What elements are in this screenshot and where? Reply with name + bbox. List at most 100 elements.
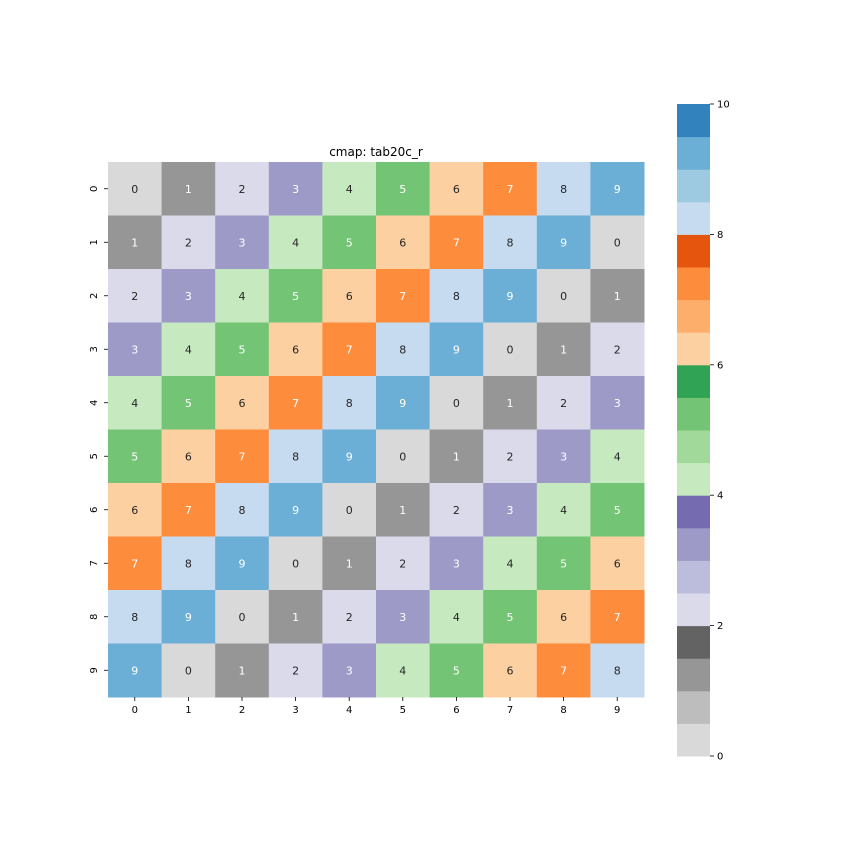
heatmap-cell [268, 376, 323, 430]
cell-label: 5 [614, 504, 621, 517]
cell-label: 1 [614, 290, 621, 303]
cell-label: 5 [292, 290, 299, 303]
cell-label: 4 [185, 343, 192, 356]
cell-label: 3 [560, 450, 567, 463]
heatmap-cell [268, 162, 323, 216]
cell-label: 7 [507, 183, 514, 196]
colorbar-tick-label: 4 [717, 491, 723, 502]
x-tick-label: 0 [132, 705, 138, 716]
colorbar-segment [677, 267, 710, 301]
heatmap-cell [483, 590, 538, 644]
heatmap-cell [483, 162, 538, 216]
cell-label: 8 [239, 504, 246, 517]
cell-label: 8 [399, 343, 406, 356]
heatmap-cell [268, 429, 323, 484]
y-tick-label: 6 [89, 507, 100, 513]
heatmap-cell [322, 483, 377, 537]
heatmap-cell [376, 269, 431, 323]
x-tick-label: 5 [400, 705, 406, 716]
chart-title: cmap: tab20c_r [329, 145, 423, 159]
heatmap-cell [429, 215, 484, 270]
heatmap-cell [215, 429, 270, 484]
colorbar-segment [677, 690, 710, 724]
heatmap-cell [376, 643, 431, 698]
colorbar-segment [677, 462, 710, 496]
colorbar-segment [677, 625, 710, 659]
cell-label: 6 [507, 664, 514, 677]
cell-label: 6 [614, 557, 621, 570]
heatmap-cell [108, 590, 163, 644]
heatmap-cell [161, 376, 216, 430]
heatmap-cell [376, 483, 431, 537]
cell-label: 0 [239, 611, 246, 624]
cell-label: 9 [239, 557, 246, 570]
heatmap-cell [376, 322, 431, 377]
heatmap-cell [268, 483, 323, 537]
y-tick-label: 4 [89, 400, 100, 406]
colorbar-segment [677, 299, 710, 333]
cell-label: 5 [239, 343, 246, 356]
colorbar-segment [677, 397, 710, 431]
heatmap-cell [322, 322, 377, 377]
cell-label: 1 [131, 236, 138, 249]
cell-label: 1 [346, 557, 353, 570]
cell-label: 3 [185, 290, 192, 303]
cell-label: 1 [560, 343, 567, 356]
heatmap-cell [536, 376, 591, 430]
heatmap-cell [161, 269, 216, 323]
heatmap-cell [483, 322, 538, 377]
heatmap-cell [376, 536, 431, 591]
cell-label: 5 [560, 557, 567, 570]
heatmap-cell [590, 590, 645, 644]
cell-label: 5 [346, 236, 353, 249]
y-tick-label: 5 [89, 453, 100, 459]
heatmap-cell [268, 215, 323, 270]
cell-label: 8 [507, 236, 514, 249]
cell-label: 5 [453, 664, 460, 677]
cell-label: 9 [292, 504, 299, 517]
heatmap-cell [483, 215, 538, 270]
cell-label: 8 [185, 557, 192, 570]
cell-label: 8 [614, 664, 621, 677]
cell-label: 3 [399, 611, 406, 624]
cell-label: 6 [399, 236, 406, 249]
cell-label: 6 [346, 290, 353, 303]
cell-label: 2 [292, 664, 299, 677]
cell-label: 4 [399, 664, 406, 677]
heatmap-cell [429, 322, 484, 377]
cell-label: 2 [185, 236, 192, 249]
heatmap-cell [536, 162, 591, 216]
cell-label: 9 [346, 450, 353, 463]
heatmap-cell [429, 429, 484, 484]
cell-label: 4 [507, 557, 514, 570]
y-tick-label: 1 [89, 239, 100, 245]
heatmap-cell [483, 536, 538, 591]
cell-label: 9 [399, 397, 406, 410]
cell-label: 0 [292, 557, 299, 570]
heatmap-cell [536, 429, 591, 484]
cell-annotations: 0 1 2 3 4 5 6 7 8 9 1 2 3 4 5 6 7 8 9 0 2 3 4 5 6 7 8 9 0 1 3 4 5 6 7 8 9 0 1 2… [131, 183, 620, 678]
cell-label: 4 [292, 236, 299, 249]
heatmap-cells [108, 162, 645, 698]
cell-label: 3 [239, 236, 246, 249]
x-tick-label: 1 [185, 705, 191, 716]
cell-label: 0 [131, 183, 138, 196]
heatmap-cell [322, 269, 377, 323]
heatmap-cell [161, 643, 216, 698]
cell-label: 0 [185, 664, 192, 677]
cell-label: 7 [614, 611, 621, 624]
heatmap-cell [108, 643, 163, 698]
heatmap-cell [268, 269, 323, 323]
heatmap-cell [215, 322, 270, 377]
heatmap-cell [376, 215, 431, 270]
cell-label: 0 [560, 290, 567, 303]
colorbar-segment [677, 169, 710, 203]
cell-label: 6 [560, 611, 567, 624]
heatmap-cell [215, 483, 270, 537]
heatmap-cell [268, 590, 323, 644]
heatmap-cell [108, 536, 163, 591]
colorbar-segment [677, 430, 710, 464]
cell-label: 0 [614, 236, 621, 249]
heatmap-cell [536, 536, 591, 591]
